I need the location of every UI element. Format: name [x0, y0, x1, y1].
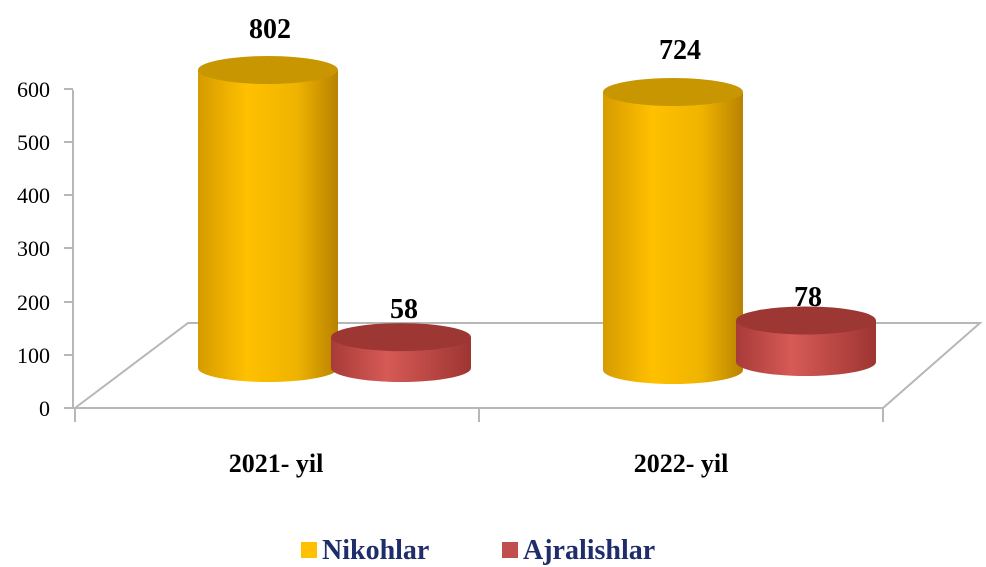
- bar-top: [331, 323, 471, 352]
- y-tick-label: 100: [17, 343, 50, 368]
- legend-label-nikohlar: Nikohlar: [322, 535, 429, 566]
- bar-top: [198, 56, 338, 84]
- bar-nikohlar-0: [198, 56, 338, 382]
- data-label-nikohlar-2021: 802: [249, 14, 291, 45]
- legend-swatch-nikohlar: [301, 542, 317, 558]
- legend: Nikohlar Ajralishlar: [301, 535, 655, 566]
- bar-body: [736, 320, 876, 376]
- y-tick-label: 400: [17, 183, 50, 208]
- bar-ajralishlar-1: [736, 306, 876, 376]
- data-label-nikohlar-2022: 724: [659, 35, 701, 66]
- bars-group: [198, 56, 876, 384]
- y-tick-label: 200: [17, 290, 50, 315]
- bar-body: [198, 70, 338, 382]
- data-labels: 802 58 724 78: [249, 14, 822, 325]
- legend-label-ajralishlar: Ajralishlar: [523, 535, 655, 566]
- legend-swatch-ajralishlar: [502, 542, 518, 558]
- data-label-ajralishlar-2021: 58: [390, 294, 418, 325]
- y-tick-label: 0: [39, 396, 50, 421]
- y-tick-label: 300: [17, 236, 50, 261]
- y-tick-label: 600: [17, 77, 50, 102]
- y-tick-label: 500: [17, 130, 50, 155]
- bar-top: [603, 78, 743, 106]
- data-label-ajralishlar-2022: 78: [794, 282, 822, 313]
- bar-body: [603, 92, 743, 384]
- bar-ajralishlar-0: [331, 323, 471, 382]
- y-axis: 0 100 200 300 400 500 600: [17, 77, 73, 421]
- bar-top: [736, 306, 876, 335]
- x-category-label: 2022- yil: [634, 449, 729, 478]
- x-axis: 2021- yil 2022- yil: [229, 449, 729, 478]
- bar-nikohlar-1: [603, 78, 743, 384]
- x-category-label: 2021- yil: [229, 449, 324, 478]
